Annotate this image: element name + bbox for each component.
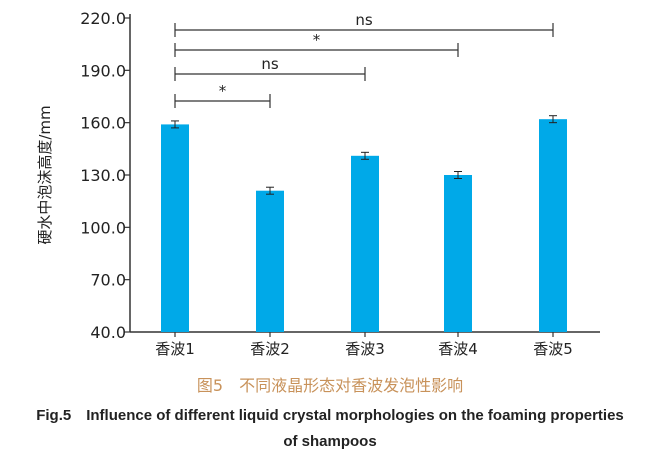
y-tick-label: 100.0	[80, 218, 126, 237]
bar	[161, 124, 189, 333]
y-tick-label: 70.0	[90, 271, 126, 290]
bar-chart: 40.0 70.0 100.0 130.0 160.0 190.0 220.0 硬水中泡沫高度…	[36, 9, 600, 358]
y-tick-label: 40.0	[90, 323, 126, 342]
y-tick-label: 130.0	[80, 166, 126, 185]
bar	[539, 119, 567, 332]
significance-label: *	[313, 31, 321, 49]
significance-label: ns	[355, 11, 373, 29]
bar	[256, 190, 284, 332]
y-tick-label: 220.0	[80, 9, 126, 28]
caption-english: Fig.5 Influence of different liquid crys…	[36, 407, 624, 450]
x-tick-label: 香波1	[155, 340, 195, 358]
x-tick-label: 香波3	[345, 340, 385, 358]
bar	[351, 155, 379, 332]
bar	[444, 175, 472, 332]
significance-label: ns	[261, 55, 279, 73]
x-tick-label: 香波2	[250, 340, 290, 358]
caption-chinese: 图5 不同液晶形态对香波发泡性影响	[196, 376, 464, 395]
y-tick-label: 160.0	[80, 114, 126, 133]
y-tick-label: 190.0	[80, 61, 126, 80]
significance-label: *	[219, 82, 227, 100]
x-tick-label: 香波5	[533, 340, 573, 358]
y-axis-label: 硬水中泡沫高度/mm	[36, 105, 54, 244]
x-tick-label: 香波4	[438, 340, 478, 358]
